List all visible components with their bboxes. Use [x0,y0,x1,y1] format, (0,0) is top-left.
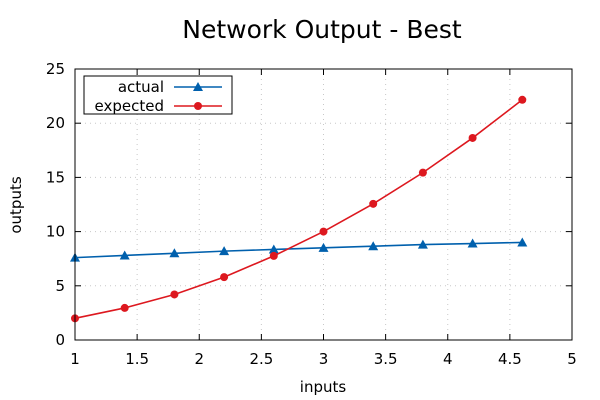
expected-point [468,133,477,142]
x-tick-label: 2.5 [249,350,273,368]
chart-title: Network Output - Best [182,15,462,44]
actual-point [268,244,279,254]
x-tick-label: 4.5 [498,350,522,368]
legend-marker-expected [194,102,202,110]
x-tick-label: 2 [194,350,204,368]
expected-point [269,251,278,260]
actual-point [417,239,428,249]
y-tick-label: 0 [55,331,65,349]
expected-point [418,168,427,177]
actual-series [70,237,528,262]
x-tick-label: 1 [70,350,80,368]
y-axis-label: outputs [7,176,25,233]
y-tick-label: 15 [46,168,65,186]
actual-point [119,250,130,260]
actual-point [219,246,230,256]
expected-point [220,273,229,282]
expected-line [74,99,523,320]
y-tick-label: 10 [46,223,65,241]
actual-point [368,241,379,251]
actual-point [318,242,329,252]
actual-line [74,241,523,259]
x-tick-label: 5 [567,350,577,368]
legend-label-expected: expected [95,97,164,115]
legend-label-actual: actual [118,78,164,96]
y-tick-label: 20 [46,114,65,132]
expected-point [120,303,129,312]
actual-point [169,248,180,258]
y-tick-label: 25 [46,60,65,78]
x-tick-label: 1.5 [125,350,149,368]
actual-point [517,237,528,247]
x-tick-label: 4 [443,350,453,368]
expected-point [518,95,527,104]
series-layer [70,95,528,323]
x-tick-label: 3 [319,350,329,368]
legend-box [83,75,233,115]
expected-series [71,95,527,323]
x-tick-label: 3.5 [374,350,398,368]
actual-point [467,238,478,248]
y-tick-label: 5 [55,277,65,295]
expected-point [319,227,328,236]
expected-point [170,290,179,299]
legend-marker-actual [193,82,203,91]
expected-point [369,199,378,208]
x-axis-label: inputs [300,378,347,396]
axis-ticks: 1 1.5 2 2.5 3 3.5 4 4.5 5 0 5 10 15 20 25 [46,60,577,368]
